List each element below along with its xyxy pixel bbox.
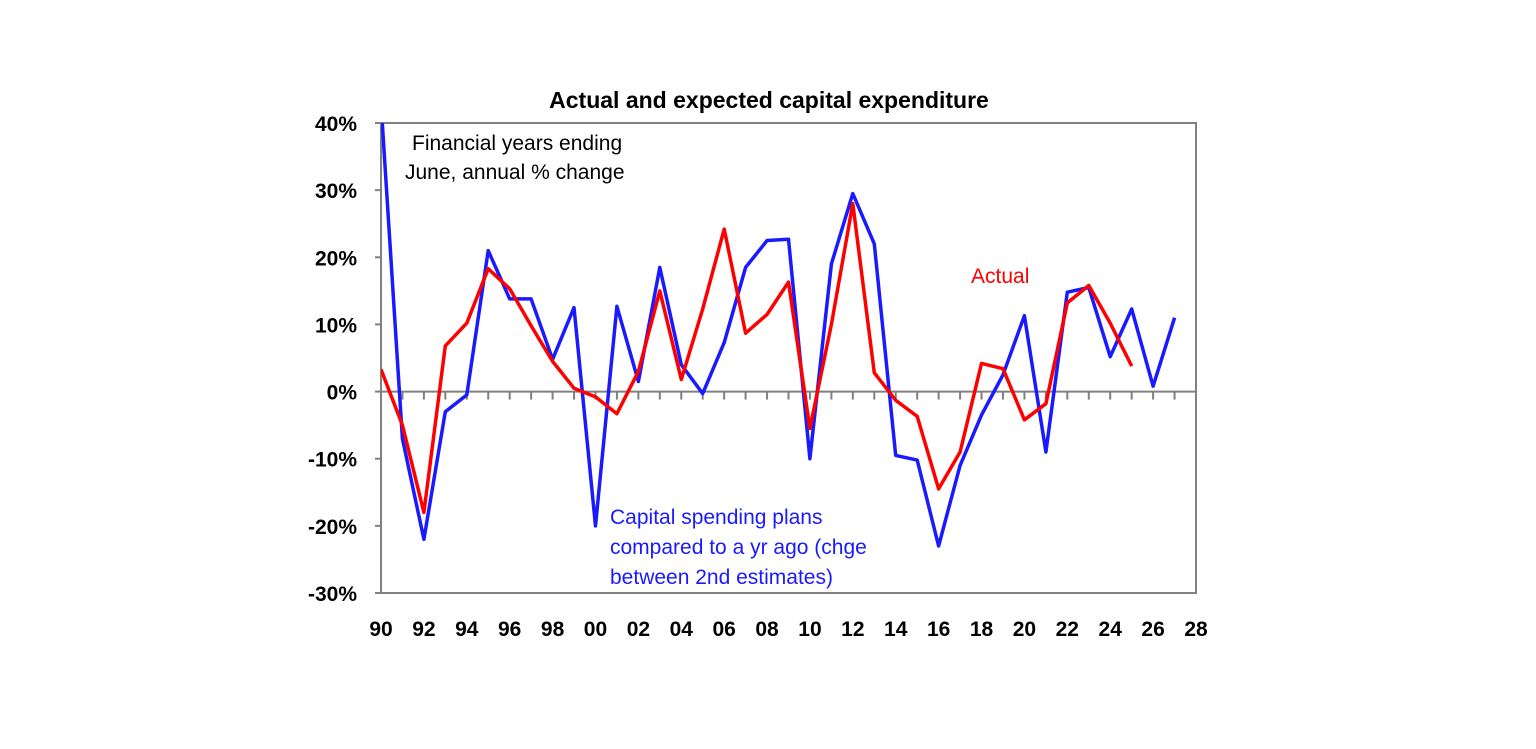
y-tick-label: -30% xyxy=(308,583,357,606)
y-tick-label: -10% xyxy=(308,449,357,472)
annotation-note-line1: Financial years ending xyxy=(412,132,622,155)
x-tick-label: 90 xyxy=(369,618,392,641)
annotation-blue-series-line2: compared to a yr ago (chge xyxy=(610,536,867,559)
x-tick-label: 00 xyxy=(584,618,607,641)
x-tick-label: 12 xyxy=(841,618,864,641)
plot-area-frame xyxy=(380,122,1197,594)
y-tick-label: 0% xyxy=(327,382,358,405)
x-axis: 90 92 94 96 98 00 02 04 06 08 10 12 14 16 18 20 22 24 26 28 xyxy=(369,390,1208,641)
blue-series-line xyxy=(381,123,1177,548)
x-tick-label: 14 xyxy=(884,618,908,641)
x-tick-label: 96 xyxy=(498,618,521,641)
x-tick-label: 94 xyxy=(455,618,479,641)
series-layer xyxy=(381,123,1177,548)
x-tick-label: 28 xyxy=(1184,618,1208,641)
x-tick-label: 20 xyxy=(1013,618,1036,641)
x-tick-label: 10 xyxy=(798,618,821,641)
x-tick-label: 92 xyxy=(412,618,435,641)
y-tick-label: -20% xyxy=(308,516,357,539)
chart-title: Actual and expected capital expenditure xyxy=(549,87,989,113)
annotation-blue-series-line1: Capital spending plans xyxy=(610,506,822,529)
y-axis: -30% -20% -10% 0% 10% 20% 30% 40% xyxy=(308,113,381,606)
y-tick-label: 40% xyxy=(315,113,357,136)
annotation-red-series-label: Actual xyxy=(971,265,1029,288)
y-tick-label: 30% xyxy=(315,180,357,203)
red-series-line xyxy=(381,201,1134,515)
x-tick-label: 04 xyxy=(670,618,694,641)
x-tick-label: 02 xyxy=(627,618,650,641)
x-tick-label: 08 xyxy=(755,618,779,641)
x-tick-label: 26 xyxy=(1141,618,1164,641)
y-tick-label: 20% xyxy=(315,247,357,270)
annotation-note-line2: June, annual % change xyxy=(405,161,625,184)
x-tick-label: 18 xyxy=(970,618,994,641)
x-tick-label: 22 xyxy=(1056,618,1079,641)
y-tick-label: 10% xyxy=(315,314,357,337)
x-tick-label: 24 xyxy=(1099,618,1123,641)
x-tick-label: 16 xyxy=(927,618,950,641)
x-tick-label: 98 xyxy=(541,618,565,641)
annotation-blue-series-line3: between 2nd estimates) xyxy=(610,566,833,589)
x-tick-label: 06 xyxy=(712,618,735,641)
